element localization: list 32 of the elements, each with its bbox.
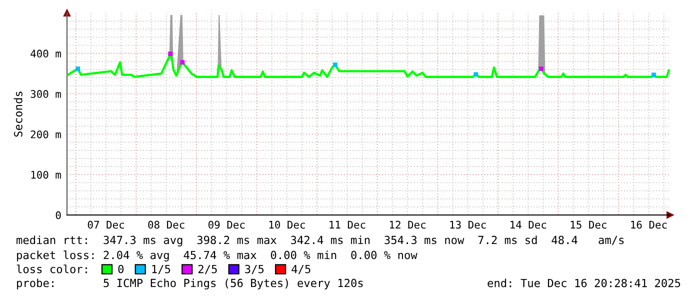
point: [652, 72, 656, 78]
y-axis-title: Seconds: [14, 92, 22, 137]
y-tick-label: 400 m: [30, 50, 61, 58]
point: [538, 66, 544, 71]
point: [76, 66, 80, 71]
legend-label: 1/5: [152, 264, 170, 274]
x-tick-label: 07 Dec: [88, 220, 124, 229]
legend-label: 2/5: [198, 264, 217, 274]
x-tick-label: 12 Dec: [390, 220, 426, 229]
x-tick-label: 10 Dec: [269, 220, 305, 229]
text: median rtt: 347.3 ms avg 398.2 ms max 342.4 ms min 354.3 ms now 7.2 ms sd 48.4 am/s: [16, 236, 624, 246]
text: end: Tue Dec 16 20:28:41 2025: [488, 278, 680, 288]
y-tick-label: 300 m: [30, 90, 61, 98]
x-tick-label: 13 Dec: [450, 220, 486, 229]
x-tick-label: 14 Dec: [510, 220, 546, 229]
text: packet loss: 2.04 % avg 45.74 % max 0.00 % min 0.00 % now: [17, 250, 418, 262]
x-tick-label: 11 Dec: [330, 220, 366, 229]
x-tick-label: 15 Dec: [570, 220, 606, 229]
y-tick-label: 0: [56, 211, 61, 220]
text: probe: 5 ICMP Echo Pings (56 Bytes) every 120s: [17, 278, 363, 290]
x-tick-label: 16 Dec: [631, 220, 667, 229]
y-tick-label: 100 m: [31, 170, 61, 179]
point: [168, 52, 173, 56]
point: [474, 72, 478, 77]
legend-label: 3/5: [245, 264, 264, 274]
x-tick-label: 09 Dec: [208, 220, 245, 229]
legend-title: loss color:: [16, 264, 87, 274]
y-tick-label: 200 m: [30, 130, 61, 138]
x-tick-label: 08 Dec: [148, 220, 184, 229]
legend-label: 0: [118, 264, 124, 274]
legend-label: 4/5: [292, 264, 310, 274]
point: [332, 62, 338, 67]
